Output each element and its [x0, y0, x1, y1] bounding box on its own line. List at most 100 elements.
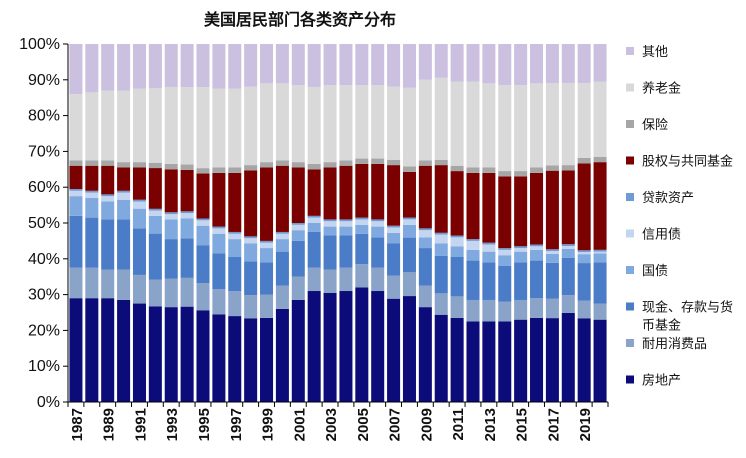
bar-segment-2003-s9	[323, 44, 337, 86]
bar-segment-1990-s7	[117, 162, 131, 168]
bar-segment-1991-s1	[132, 274, 146, 304]
bar-segment-1993-s5	[164, 212, 178, 215]
bar-segment-1993-s9	[164, 44, 178, 87]
bar-segment-1996-s2	[212, 253, 226, 290]
bar-segment-2016-s9	[530, 44, 544, 84]
bar-segment-2014-s9	[498, 44, 512, 86]
bar-segment-2008-s5	[402, 217, 416, 220]
bar-segment-2018-s9	[561, 44, 575, 84]
bar-segment-2006-s5	[371, 219, 385, 222]
bar-segment-1987-s5	[69, 188, 83, 191]
bar-segment-2019-s5	[577, 250, 591, 253]
bar-segment-2020-s7	[593, 156, 607, 163]
bar-segment-2016-s6	[530, 172, 544, 245]
bar-segment-1992-s6	[148, 168, 162, 209]
bar-segment-2017-s2	[545, 262, 559, 299]
bar-segment-2004-s6	[339, 165, 353, 220]
bar-segment-1997-s2	[228, 257, 242, 292]
bar-segment-2001-s5	[291, 223, 305, 225]
bar-segment-1989-s5	[101, 194, 115, 197]
x-tick-label: 1999	[260, 408, 277, 441]
bar-segment-2007-s0	[387, 298, 401, 402]
x-tick-label: 1997	[228, 408, 245, 441]
bar-segment-1993-s4	[164, 214, 178, 220]
bar-segment-2016-s2	[530, 260, 544, 299]
bar-segment-2014-s2	[498, 265, 512, 302]
bar-segment-1990-s4	[117, 192, 131, 200]
y-tick-label: 30%	[28, 287, 60, 304]
bar-segment-2018-s7	[561, 165, 575, 171]
bar-segment-2006-s8	[371, 85, 385, 159]
bar-segment-1997-s8	[228, 88, 242, 168]
bar-segment-1991-s6	[132, 167, 146, 200]
bar-segment-2015-s4	[514, 248, 528, 252]
bar-segment-2010-s0	[434, 314, 448, 402]
bar-segment-2018-s3	[561, 248, 575, 258]
legend-label: 耐用消费品	[642, 337, 707, 352]
x-tick-label: 1987	[69, 408, 86, 441]
bar-segment-1999-s1	[260, 294, 274, 318]
bar-segment-2017-s8	[545, 83, 559, 166]
bar-segment-1988-s6	[85, 165, 99, 191]
bar-segment-2014-s8	[498, 85, 512, 172]
bar-segment-1997-s5	[228, 231, 242, 234]
bar-segment-2009-s2	[418, 248, 432, 286]
bar-segment-2004-s0	[339, 291, 353, 402]
bar-segment-2005-s0	[355, 287, 369, 402]
bar-segment-2009-s5	[418, 228, 432, 231]
bar-segment-1994-s0	[180, 306, 194, 402]
bar-segment-1995-s6	[196, 173, 210, 219]
bar-segment-2020-s2	[593, 262, 607, 304]
bar-segment-1993-s8	[164, 86, 178, 164]
bar-segment-2011-s1	[450, 296, 464, 318]
bar-segment-2003-s7	[323, 162, 337, 168]
bar-segment-2009-s0	[418, 307, 432, 402]
bar-segment-1988-s5	[85, 190, 99, 193]
bar-segment-1998-s1	[244, 295, 258, 319]
bar-segment-1998-s0	[244, 318, 258, 402]
bar-segment-2003-s6	[323, 167, 337, 220]
bar-segment-2018-s8	[561, 83, 575, 166]
bar-segment-1992-s5	[148, 208, 162, 211]
bar-segment-1993-s6	[164, 169, 178, 213]
bar-segment-1996-s0	[212, 314, 226, 402]
bar-segment-1988-s2	[85, 217, 99, 268]
bar-segment-2001-s9	[291, 44, 305, 86]
bar-segment-1995-s3	[196, 225, 210, 246]
x-tick-label: 2011	[450, 408, 467, 441]
legend-swatch	[626, 375, 634, 384]
bar-segment-2006-s6	[371, 163, 385, 220]
bar-segment-1996-s4	[212, 228, 226, 234]
bar-segment-1991-s2	[132, 228, 146, 275]
bar-segment-2017-s7	[545, 165, 559, 171]
bar-segment-2003-s0	[323, 292, 337, 402]
x-tick-label: 2007	[387, 408, 404, 441]
y-tick-label: 60%	[28, 179, 60, 196]
bar-segment-2019-s0	[577, 318, 591, 402]
bar-segment-2005-s1	[355, 264, 369, 288]
bar-segment-1999-s9	[260, 44, 274, 84]
bar-segment-1996-s3	[212, 233, 226, 254]
bar-segment-2001-s3	[291, 230, 305, 241]
bar-segment-2002-s1	[307, 267, 321, 292]
bar-segment-1990-s1	[117, 269, 131, 300]
x-tick-label: 2019	[577, 408, 594, 441]
bar-segment-1988-s4	[85, 192, 99, 198]
legend-swatch	[626, 156, 634, 165]
bar-segment-1998-s7	[244, 165, 258, 171]
bar-segment-2020-s9	[593, 44, 607, 82]
bar-segment-2009-s3	[418, 237, 432, 249]
bar-segment-2007-s8	[387, 86, 401, 160]
bar-segment-2009-s9	[418, 44, 432, 80]
y-tick-label: 20%	[28, 322, 60, 339]
bar-segment-2013-s4	[482, 244, 496, 252]
legend-label: 股权与共同基金	[642, 154, 733, 170]
bar-segment-2013-s9	[482, 44, 496, 84]
bar-segment-1995-s9	[196, 44, 210, 88]
bar-segment-2013-s8	[482, 83, 496, 168]
y-tick-label: 90%	[28, 72, 60, 89]
bar-segment-1998-s5	[244, 236, 258, 239]
bar-segment-2005-s6	[355, 163, 369, 218]
bar-segment-2000-s3	[275, 239, 289, 252]
bar-segment-2011-s7	[450, 165, 464, 172]
